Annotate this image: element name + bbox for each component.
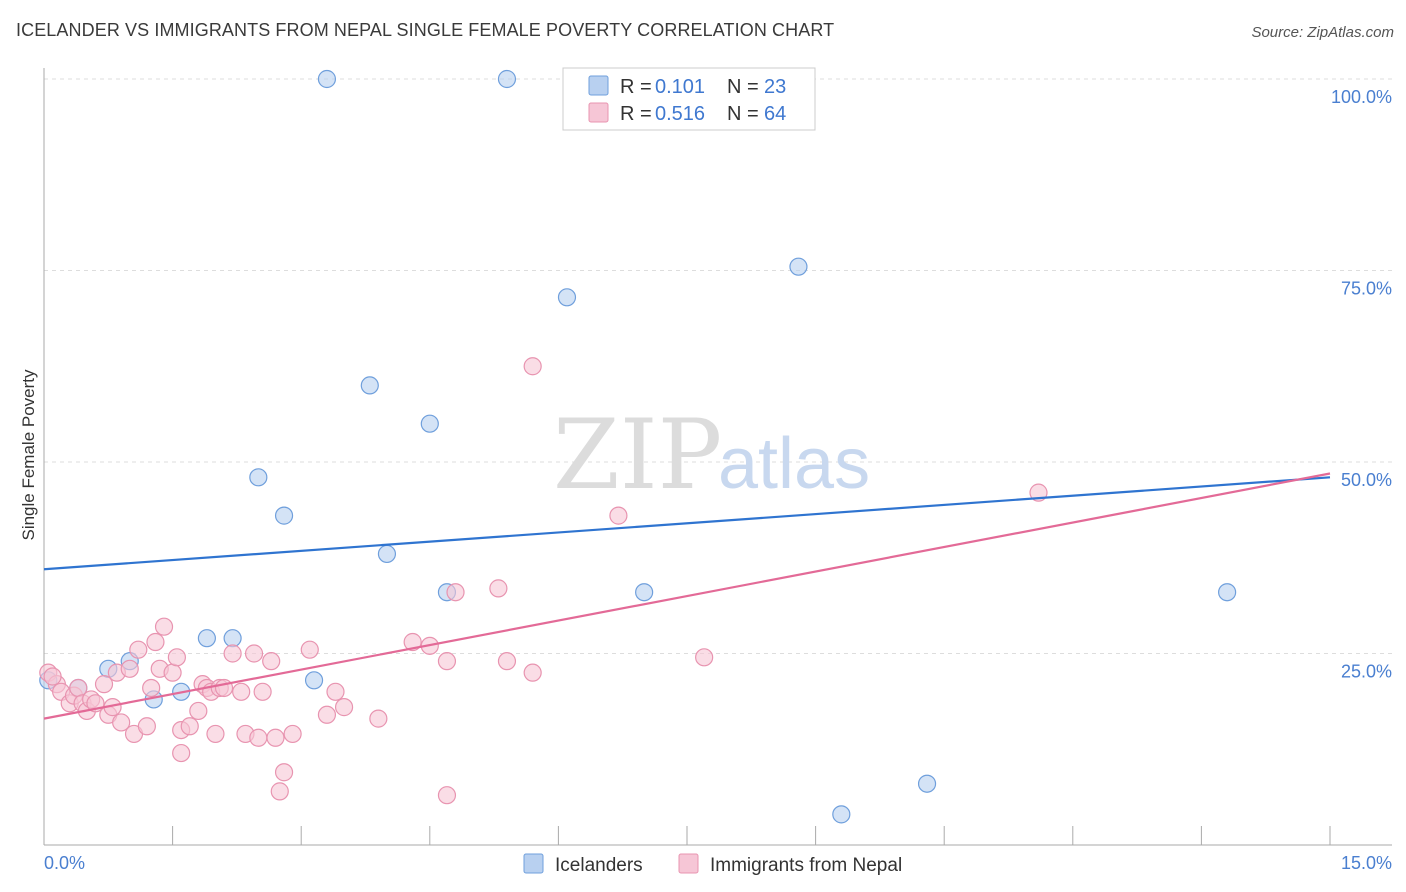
legend-n-value-0: 23 [764,76,786,98]
nepal-point-39 [249,728,268,747]
icelanders-point-11 [317,69,337,89]
nepal-points [39,357,1048,805]
nepal-point-47 [317,705,337,724]
nepal-point-53 [437,652,457,671]
icelanders-point-17 [557,288,577,307]
legend-r-value-1: 0.516 [655,103,705,125]
source-label: Source: ZipAtlas.com [1251,24,1394,41]
legend-r-label-1: R = [620,103,652,125]
y-axis-title: Single Female Poverty [19,369,38,541]
y-tick-label-2: 75.0% [1341,279,1392,299]
nepal-point-36 [232,682,251,701]
nepal-point-51 [403,632,422,652]
nepal-point-28 [189,701,208,721]
legend-swatch-blue [588,75,609,96]
nepal-point-57 [497,652,517,671]
nepal-point-35 [223,644,242,663]
icelanders-point-13 [377,544,397,564]
axes [43,68,1392,846]
legend-r-label-0: R = [620,76,652,98]
y-tick-label-3: 100.0% [1331,87,1392,107]
bottom-legend-label-nepal: Immigrants from Nepal [710,855,902,876]
nepal-point-15 [120,659,139,678]
legend-n-label-0: N = [727,76,759,98]
nepal-point-10 [94,675,114,694]
nepal-point-54 [437,786,457,805]
nepal-point-42 [266,728,285,747]
nepal-point-43 [270,782,289,801]
nepal-point-63 [43,667,62,686]
nepal-point-20 [146,632,165,652]
nepal-point-17 [129,640,148,659]
bottom-legend-label-icelanders: Icelanders [555,855,643,876]
watermark: ZIP atlas [553,399,870,511]
nepal-point-24 [167,648,186,667]
nepal-point-59 [523,357,542,376]
nepal-point-22 [154,617,174,636]
icelanders-point-8 [249,468,268,487]
watermark-atlas: atlas [718,424,870,504]
nepal-trend-line [43,472,1331,720]
nepal-point-40 [253,682,272,701]
nepal-point-49 [334,698,354,717]
x-tick-label-0: 0.0% [44,853,85,873]
icelanders-trend-line [43,476,1331,571]
nepal-point-50 [369,709,388,728]
nepal-point-14 [112,713,131,732]
y-tick-label-0: 25.0% [1341,662,1392,682]
icelanders-point-7 [223,629,242,648]
nepal-point-18 [137,717,156,736]
bottom-legend-swatch-icelanders [523,853,544,874]
icelanders-point-21 [917,774,937,793]
bottom-legend-swatch-nepal [678,853,699,874]
series-legend: Icelanders Immigrants from Nepal [523,853,902,876]
tick-labels: 25.0% 50.0% 75.0% 100.0% 0.0% 15.0% [44,87,1392,873]
icelanders-point-19 [789,257,808,276]
icelanders-point-22 [1218,583,1237,602]
nepal-point-56 [489,579,508,598]
nepal-point-19 [142,678,161,698]
legend-r-value-0: 0.101 [655,76,705,98]
icelanders-point-14 [420,414,439,433]
x-tick-label-1: 15.0% [1341,853,1392,873]
grid-lines [44,78,1392,654]
nepal-point-44 [274,763,294,782]
nepal-point-38 [244,644,264,663]
chart-title: ICELANDER VS IMMIGRANTS FROM NEPAL SINGL… [16,20,835,40]
watermark-zip: ZIP [553,399,722,511]
icelanders-point-16 [497,69,517,89]
nepal-point-32 [206,724,225,744]
legend-swatch-pink [588,102,609,123]
icelanders-point-12 [360,376,379,395]
icelanders-point-9 [274,506,294,525]
nepal-point-58 [523,663,542,682]
nepal-point-60 [609,506,628,525]
y-tick-label-1: 50.0% [1341,470,1392,490]
nepal-point-61 [695,648,714,667]
nepal-point-48 [326,682,345,701]
nepal-point-27 [180,717,199,736]
nepal-point-46 [300,640,319,659]
nepal-point-23 [163,663,182,682]
nepal-point-41 [262,652,281,671]
trend-lines [43,472,1331,720]
nepal-point-55 [446,583,465,602]
icelanders-point-10 [304,671,324,690]
icelanders-point-6 [197,629,216,648]
nepal-point-34 [214,678,234,698]
icelanders-point-20 [832,805,851,824]
legend-n-label-1: N = [727,103,759,125]
nepal-point-26 [172,743,191,763]
stats-legend: R = 0.101 N = 23 R = 0.516 N = 64 [562,67,816,131]
legend-n-value-1: 64 [764,103,786,125]
nepal-point-45 [283,724,302,744]
icelanders-point-18 [635,583,654,602]
